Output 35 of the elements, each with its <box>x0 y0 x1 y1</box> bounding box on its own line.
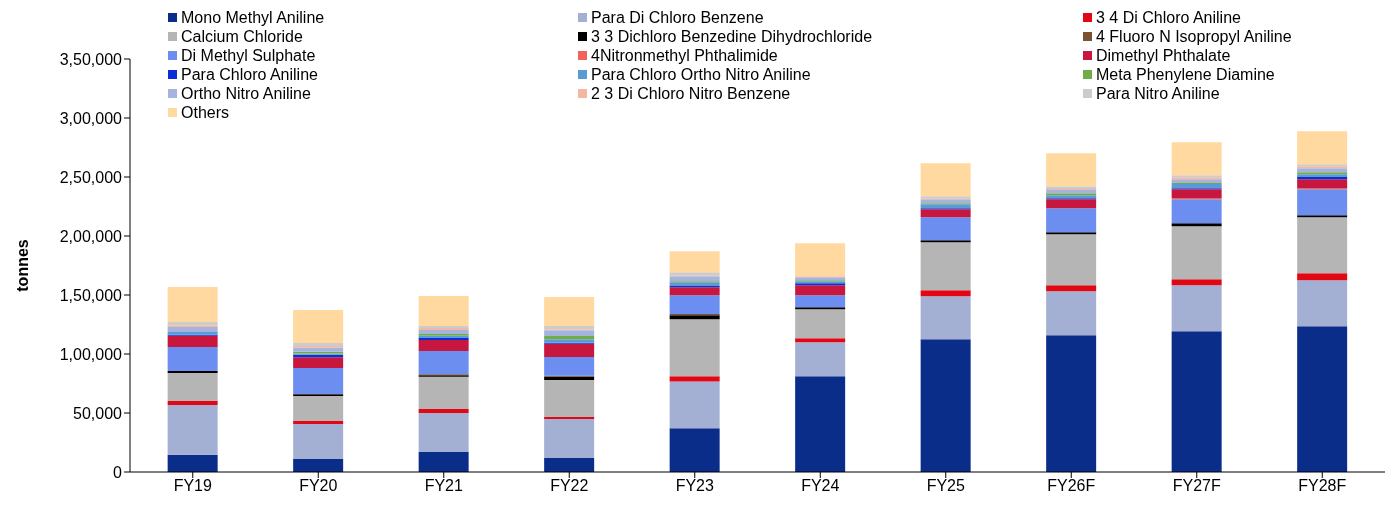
legend-label: Para Nitro Aniline <box>1096 84 1220 103</box>
y-tick-label: 50,000 <box>73 404 123 422</box>
legend-label: 3 3 Dichloro Benzedine Dihydrochloride <box>591 27 873 46</box>
y-axis-title: tonnes <box>13 239 31 292</box>
legend-label: Mono Methyl Aniline <box>181 8 325 27</box>
legend-label: Dimethyl Phthalate <box>1096 46 1231 65</box>
legend-label: 3 4 Di Chloro Aniline <box>1096 8 1241 27</box>
y-tick-label: 2,50,000 <box>59 168 123 186</box>
legend-label: 2 3 Di Chloro Nitro Benzene <box>591 84 791 103</box>
legend-label: Para Di Chloro Benzene <box>591 8 764 27</box>
y-tick-label: 3,50,000 <box>59 50 123 68</box>
x-tick-label: FY22 <box>550 477 589 495</box>
legend-label: 4Nitronmethyl Phthalimide <box>591 46 778 65</box>
legend-label: Para Chloro Ortho Nitro Aniline <box>591 65 811 84</box>
x-tick-label: FY19 <box>173 477 212 495</box>
y-tick-label: 1,50,000 <box>59 286 123 304</box>
legend-label: Calcium Chloride <box>181 27 303 46</box>
legend-label: Ortho Nitro Aniline <box>181 84 311 103</box>
legend-label: Di Methyl Sulphate <box>181 46 316 65</box>
y-tick-label: 2,00,000 <box>59 227 123 245</box>
x-tick-label: FY24 <box>801 477 840 495</box>
y-tick-label: 3,00,000 <box>59 109 123 127</box>
y-tick-label: 0 <box>113 463 123 481</box>
x-tick-label: FY21 <box>424 477 463 495</box>
x-tick-label: FY23 <box>675 477 714 495</box>
x-tick-label: FY20 <box>299 477 338 495</box>
legend-label: Others <box>181 103 230 122</box>
x-tick-label: FY26F <box>1047 477 1096 495</box>
y-tick-label: 1,00,000 <box>59 345 123 363</box>
legend-label: Para Chloro Aniline <box>181 65 318 84</box>
x-tick-label: FY27F <box>1172 477 1221 495</box>
legend-label: Meta Phenylene Diamine <box>1096 65 1275 84</box>
legend-label: 4 Fluoro N Isopropyl Aniline <box>1096 27 1292 46</box>
x-tick-label: FY25 <box>926 477 965 495</box>
x-tick-label: FY28F <box>1298 477 1347 495</box>
